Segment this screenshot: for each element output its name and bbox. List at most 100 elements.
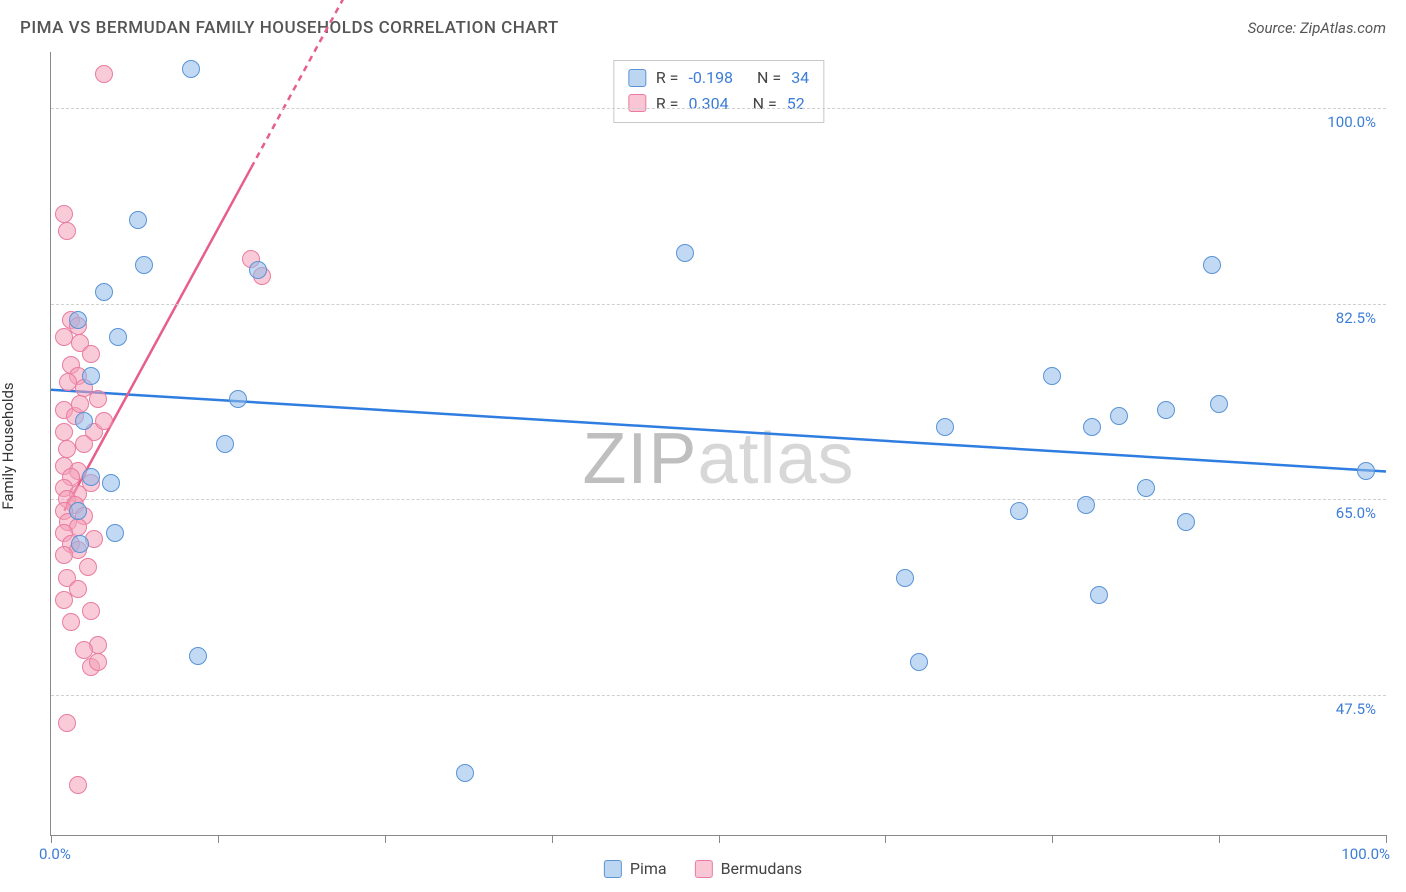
point-pima	[1110, 407, 1128, 425]
legend-item-pima: Pima	[604, 859, 667, 878]
x-tick	[1386, 835, 1387, 843]
swatch-bermudans	[628, 94, 646, 112]
watermark-right: atlas	[697, 419, 854, 499]
point-bermudans	[95, 412, 113, 430]
x-tick	[385, 835, 386, 843]
point-pima	[71, 535, 89, 553]
point-bermudans	[59, 373, 77, 391]
y-tick-label: 82.5%	[1336, 309, 1376, 327]
trend-lines	[51, 52, 1386, 835]
point-pima	[896, 569, 914, 587]
stat-r-value-1: 0.304	[688, 91, 728, 117]
stats-row-bermudans: R = 0.304 N = 52	[628, 91, 809, 117]
stat-n-label-1: N =	[753, 91, 777, 117]
legend-swatch-pima	[604, 860, 622, 878]
point-bermudans	[82, 602, 100, 620]
point-bermudans	[55, 591, 73, 609]
point-pima	[82, 367, 100, 385]
watermark-left: ZIP	[582, 419, 697, 499]
x-tick	[719, 835, 720, 843]
stat-r-value-0: -0.198	[688, 65, 733, 91]
stats-box: R = -0.198 N = 34 R = 0.304 N = 52	[613, 60, 824, 123]
point-bermudans	[55, 546, 73, 564]
gridline	[51, 304, 1386, 305]
chart-source: Source: ZipAtlas.com	[1248, 19, 1386, 37]
point-pima	[910, 653, 928, 671]
x-tick	[218, 835, 219, 843]
y-tick-label: 47.5%	[1336, 700, 1376, 718]
point-pima	[1157, 401, 1175, 419]
legend-label-pima: Pima	[630, 859, 667, 878]
point-pima	[1010, 502, 1028, 520]
x-tick	[51, 835, 52, 843]
point-bermudans	[79, 558, 97, 576]
point-pima	[1357, 462, 1375, 480]
y-tick-label: 100.0%	[1327, 113, 1376, 131]
point-bermudans	[82, 345, 100, 363]
x-tick	[1052, 835, 1053, 843]
stat-r-label-0: R =	[656, 65, 679, 91]
legend-label-bermudans: Bermudans	[721, 859, 803, 878]
point-pima	[1177, 513, 1195, 531]
point-pima	[109, 328, 127, 346]
gridline	[51, 108, 1386, 109]
chart-header: PIMA VS BERMUDAN FAMILY HOUSEHOLDS CORRE…	[20, 18, 1386, 38]
stat-n-label-0: N =	[757, 65, 781, 91]
point-pima	[106, 524, 124, 542]
chart-title: PIMA VS BERMUDAN FAMILY HOUSEHOLDS CORRE…	[20, 18, 559, 38]
stat-r-label-1: R =	[656, 91, 679, 117]
point-bermudans	[58, 222, 76, 240]
point-pima	[95, 283, 113, 301]
swatch-pima	[628, 69, 646, 87]
y-tick-label: 65.0%	[1336, 504, 1376, 522]
point-pima	[249, 261, 267, 279]
point-bermudans	[55, 423, 73, 441]
point-bermudans	[58, 714, 76, 732]
point-bermudans	[89, 653, 107, 671]
watermark: ZIPatlas	[582, 418, 854, 500]
point-bermudans	[71, 395, 89, 413]
point-pima	[129, 211, 147, 229]
y-axis-label: Family Households	[0, 382, 17, 509]
point-pima	[135, 256, 153, 274]
point-pima	[229, 390, 247, 408]
legend-item-bermudans: Bermudans	[695, 859, 803, 878]
point-pima	[1043, 367, 1061, 385]
x-axis-min-label: 0.0%	[39, 845, 71, 863]
point-pima	[102, 474, 120, 492]
point-bermudans	[75, 435, 93, 453]
x-tick	[552, 835, 553, 843]
legend-swatch-bermudans	[695, 860, 713, 878]
point-bermudans	[55, 205, 73, 223]
gridline	[51, 499, 1386, 500]
point-pima	[936, 418, 954, 436]
point-pima	[456, 764, 474, 782]
point-pima	[1090, 586, 1108, 604]
point-pima	[1210, 395, 1228, 413]
point-pima	[69, 502, 87, 520]
stat-n-value-0: 34	[791, 65, 809, 91]
chart-plot-area: ZIPatlas R = -0.198 N = 34 R = 0.304 N =…	[50, 52, 1386, 836]
gridline	[51, 695, 1386, 696]
legend: Pima Bermudans	[604, 859, 802, 878]
point-pima	[216, 435, 234, 453]
point-pima	[82, 468, 100, 486]
point-bermudans	[62, 613, 80, 631]
stat-n-value-1: 52	[787, 91, 805, 117]
point-pima	[1203, 256, 1221, 274]
point-pima	[1077, 496, 1095, 514]
point-bermudans	[69, 776, 87, 794]
stats-row-pima: R = -0.198 N = 34	[628, 65, 809, 91]
x-tick	[1219, 835, 1220, 843]
point-pima	[182, 60, 200, 78]
point-pima	[1083, 418, 1101, 436]
point-pima	[75, 412, 93, 430]
point-pima	[189, 647, 207, 665]
x-tick	[885, 835, 886, 843]
point-pima	[1137, 479, 1155, 497]
point-bermudans	[95, 65, 113, 83]
point-bermudans	[58, 440, 76, 458]
point-pima	[69, 311, 87, 329]
point-pima	[676, 244, 694, 262]
x-axis-max-label: 100.0%	[1341, 845, 1390, 863]
